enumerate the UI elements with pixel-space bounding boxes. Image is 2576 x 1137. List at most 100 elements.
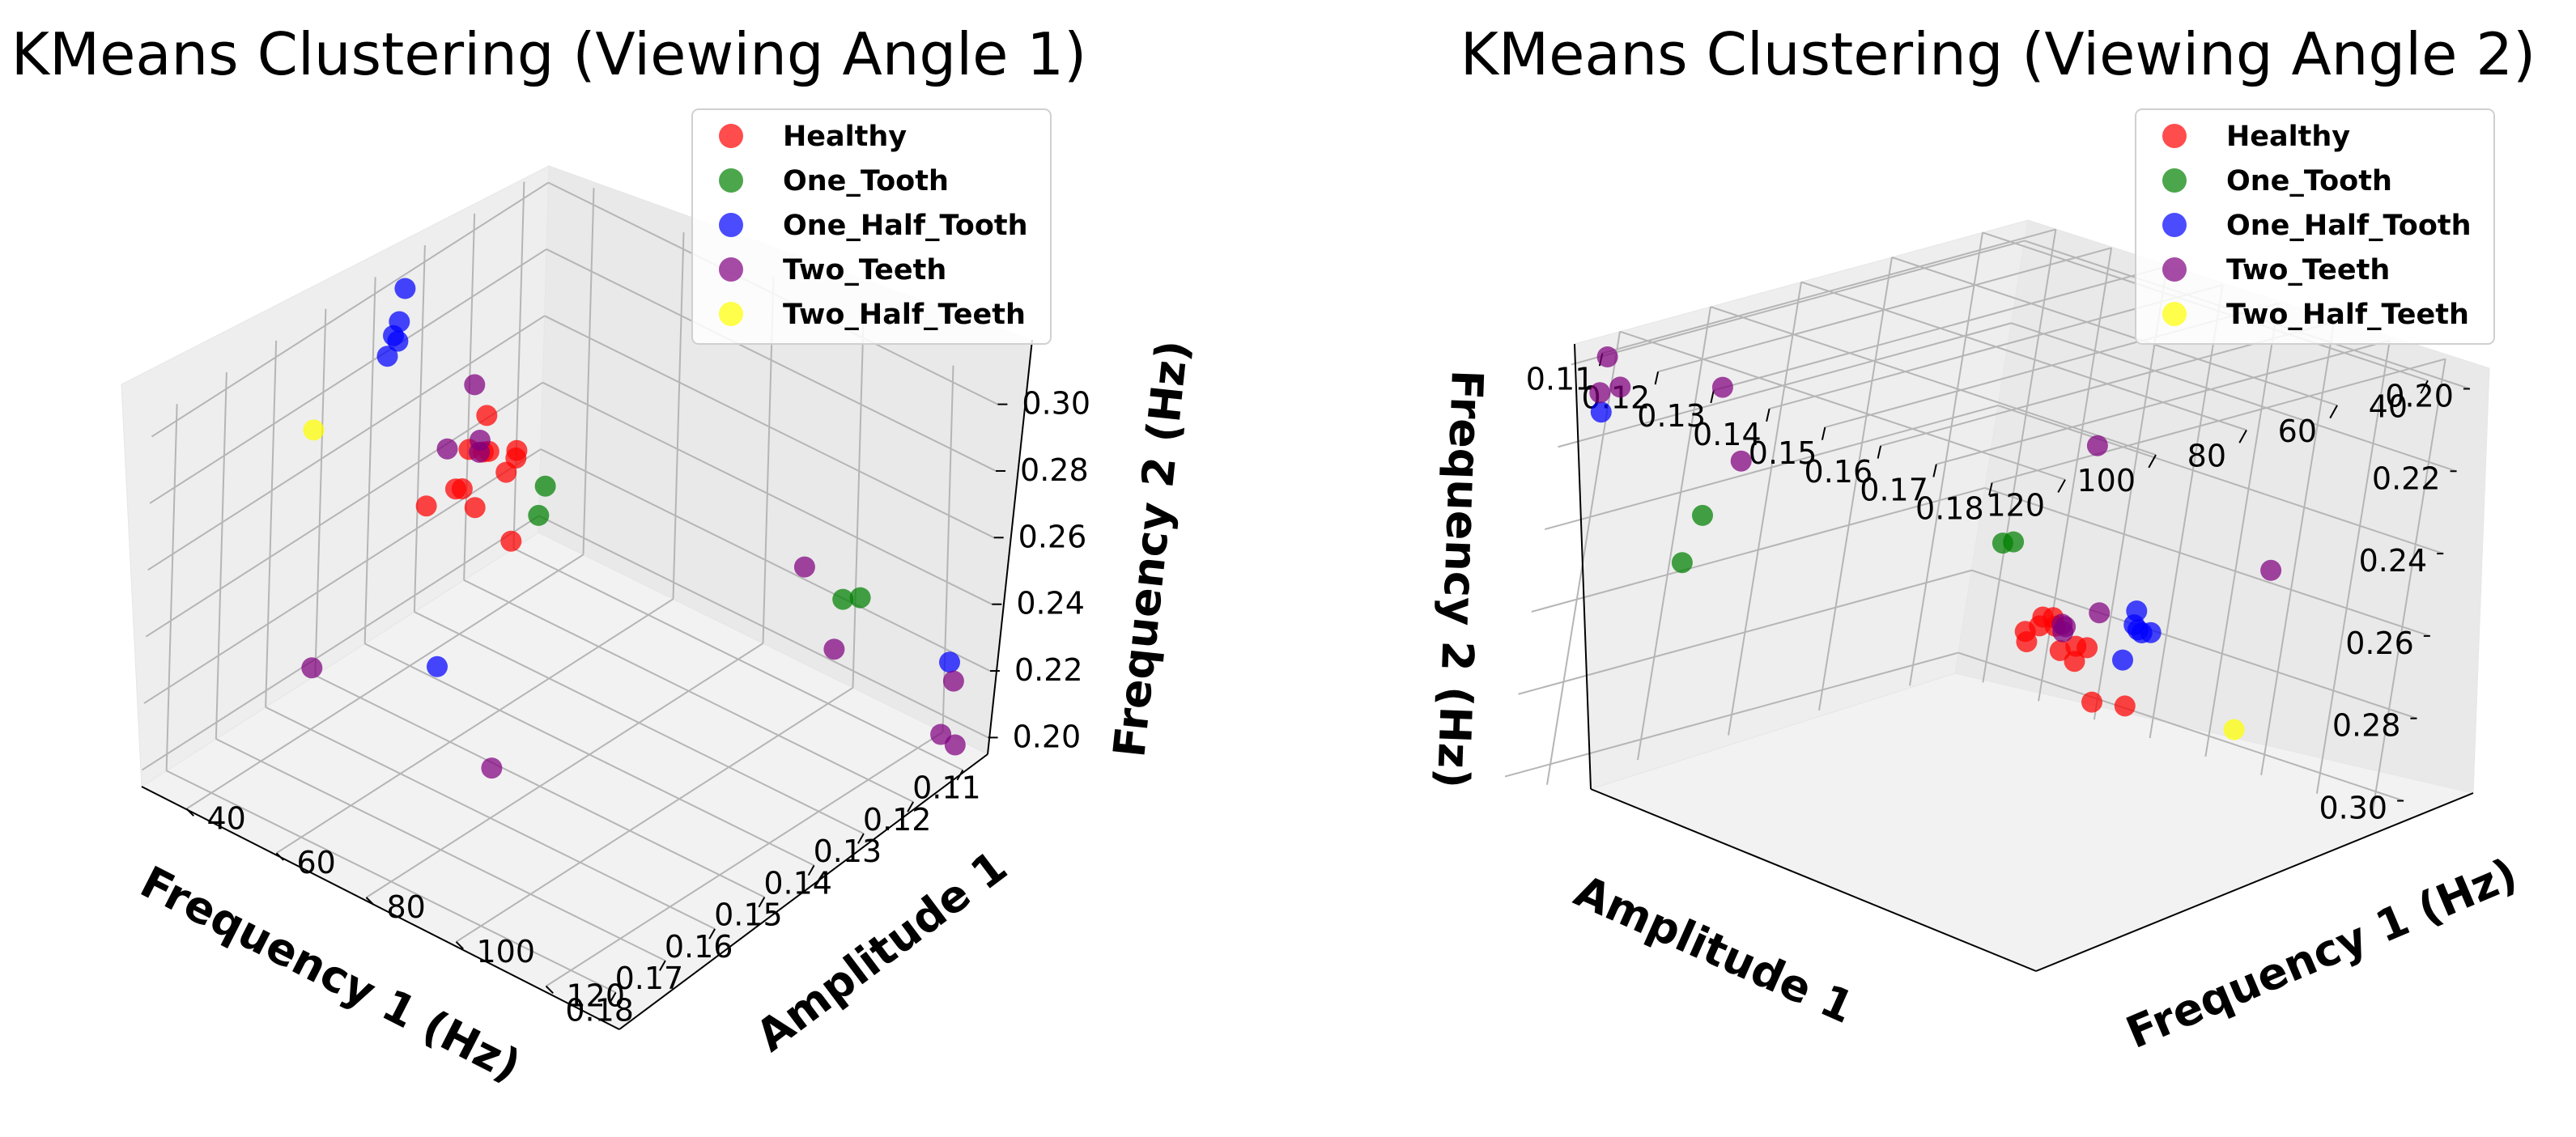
point-healthy: [2114, 695, 2136, 717]
point-healthy: [451, 478, 473, 499]
legend-marker-healthy: [2162, 124, 2187, 148]
y-tick-mark: [185, 808, 194, 817]
point-two-teeth: [469, 430, 491, 451]
panel-1-x-axis-line: [141, 786, 620, 1030]
y-tick-mark: [455, 941, 464, 950]
point-one-tooth: [849, 587, 871, 609]
gridline: [1558, 322, 2012, 448]
point-one-half-tooth: [389, 311, 410, 333]
x-tick-label: 0.15: [714, 897, 783, 933]
panel-2-legend: Healthy One_Tooth One_Half_Tooth Two_Tee…: [2135, 108, 2495, 345]
gridline: [1571, 240, 2026, 366]
legend-marker-one-half-tooth: [2162, 213, 2187, 237]
point-one-half-tooth: [2126, 600, 2148, 622]
panel-1-points: [301, 278, 966, 779]
y-tick-mark: [2329, 405, 2338, 419]
gridline: [455, 686, 854, 943]
z-tick-label: 0.28: [2332, 708, 2401, 744]
x-tick-label: 0.17: [615, 961, 684, 996]
legend-label-healthy: Healthy: [783, 121, 907, 153]
panel-2-x-axis-line: [2035, 792, 2474, 972]
x-tick-label: 0.11: [912, 770, 981, 806]
gridline: [542, 381, 993, 605]
point-two-teeth: [436, 438, 458, 460]
x-tick-label: 0.14: [763, 865, 832, 901]
gridline: [544, 315, 995, 539]
gridline: [1984, 486, 2431, 637]
panel-2-y-axis-line: [1590, 788, 2037, 972]
point-healthy: [2032, 606, 2054, 628]
point-one-half-tooth: [2112, 649, 2133, 671]
gridline: [1728, 282, 1802, 736]
gridline: [582, 188, 595, 555]
gridline: [546, 248, 997, 472]
gridline: [1958, 651, 2404, 802]
point-healthy: [464, 497, 486, 519]
x-tick-mark: [1654, 371, 1660, 385]
gridline: [1518, 569, 1972, 695]
panel-2-axes: [1574, 343, 2474, 972]
gridline: [2149, 284, 2224, 739]
gridline: [1800, 281, 2247, 431]
point-two-teeth: [2086, 435, 2108, 456]
y-tick-mark: [2238, 430, 2247, 443]
x-tick-mark: [1988, 482, 1993, 496]
gridline: [1997, 405, 2444, 555]
legend-marker-two-half-teeth: [719, 302, 743, 326]
gridline: [365, 643, 764, 898]
x-tick-mark: [1877, 445, 1882, 459]
gridline: [512, 181, 525, 549]
gridline: [147, 315, 546, 571]
legend-marker-two-half-teeth: [2162, 302, 2187, 326]
x-tick-label: 0.11: [1526, 361, 1595, 397]
point-two-teeth: [2051, 613, 2073, 635]
gridline: [540, 448, 991, 672]
x-tick-label: 0.13: [814, 834, 882, 869]
y-tick-mark: [545, 985, 554, 995]
z-tick-label: 0.30: [1022, 386, 1090, 422]
gridline: [143, 448, 542, 704]
gridline: [2315, 340, 2391, 794]
point-two-teeth: [823, 639, 845, 660]
point-one-tooth: [534, 475, 556, 497]
point-one-half-tooth: [1590, 401, 1612, 423]
gridline: [1982, 229, 2057, 683]
gridline: [215, 372, 227, 740]
panel-2-legend-box: [2135, 108, 2495, 345]
legend-label-one-half-tooth: One_Half_Tooth: [783, 210, 1028, 242]
panel-2-points: [1589, 346, 2282, 740]
x-tick-label: 0.18: [565, 992, 634, 1028]
x-tick-mark: [659, 960, 666, 971]
legend-label-one-tooth: One_Tooth: [2226, 165, 2392, 197]
gridline: [545, 731, 944, 987]
gridline: [1909, 232, 1983, 686]
point-two-teeth: [942, 670, 964, 692]
legend-label-two-teeth: Two_Teeth: [2226, 254, 2390, 286]
point-healthy: [495, 461, 517, 483]
gridline: [1710, 306, 2157, 456]
gridline: [363, 277, 376, 644]
gridline: [151, 181, 549, 438]
panel-1-legend: Healthy One_Tooth One_Half_Tooth Two_Tee…: [691, 108, 1052, 345]
panel-2-z-axis-line: [1574, 343, 1592, 790]
gridline: [1971, 569, 2417, 719]
panel-1-z-axis-label: Frequency 2 (Hz): [1103, 338, 1198, 760]
x-tick-label: 0.13: [1637, 398, 1706, 434]
legend-marker-two-teeth: [719, 257, 743, 282]
point-two-teeth: [1596, 346, 1618, 367]
point-two-teeth: [481, 757, 503, 779]
y-tick-label: 100: [477, 934, 536, 969]
point-healthy: [476, 405, 498, 426]
gridline: [2011, 322, 2457, 473]
gridline: [145, 381, 543, 638]
y-tick-label: 100: [2077, 463, 2136, 498]
point-two-teeth: [944, 734, 966, 756]
y-tick-mark: [2420, 380, 2429, 394]
gridline: [1637, 306, 1711, 761]
x-tick-mark: [907, 801, 914, 812]
legend-marker-healthy: [719, 124, 743, 148]
legend-label-one-tooth: One_Tooth: [783, 165, 949, 197]
point-two-half-teeth: [303, 419, 325, 441]
legend-marker-one-tooth: [2162, 168, 2187, 193]
panel-2-y-axis-label: Amplitude 1: [1567, 865, 1861, 1033]
